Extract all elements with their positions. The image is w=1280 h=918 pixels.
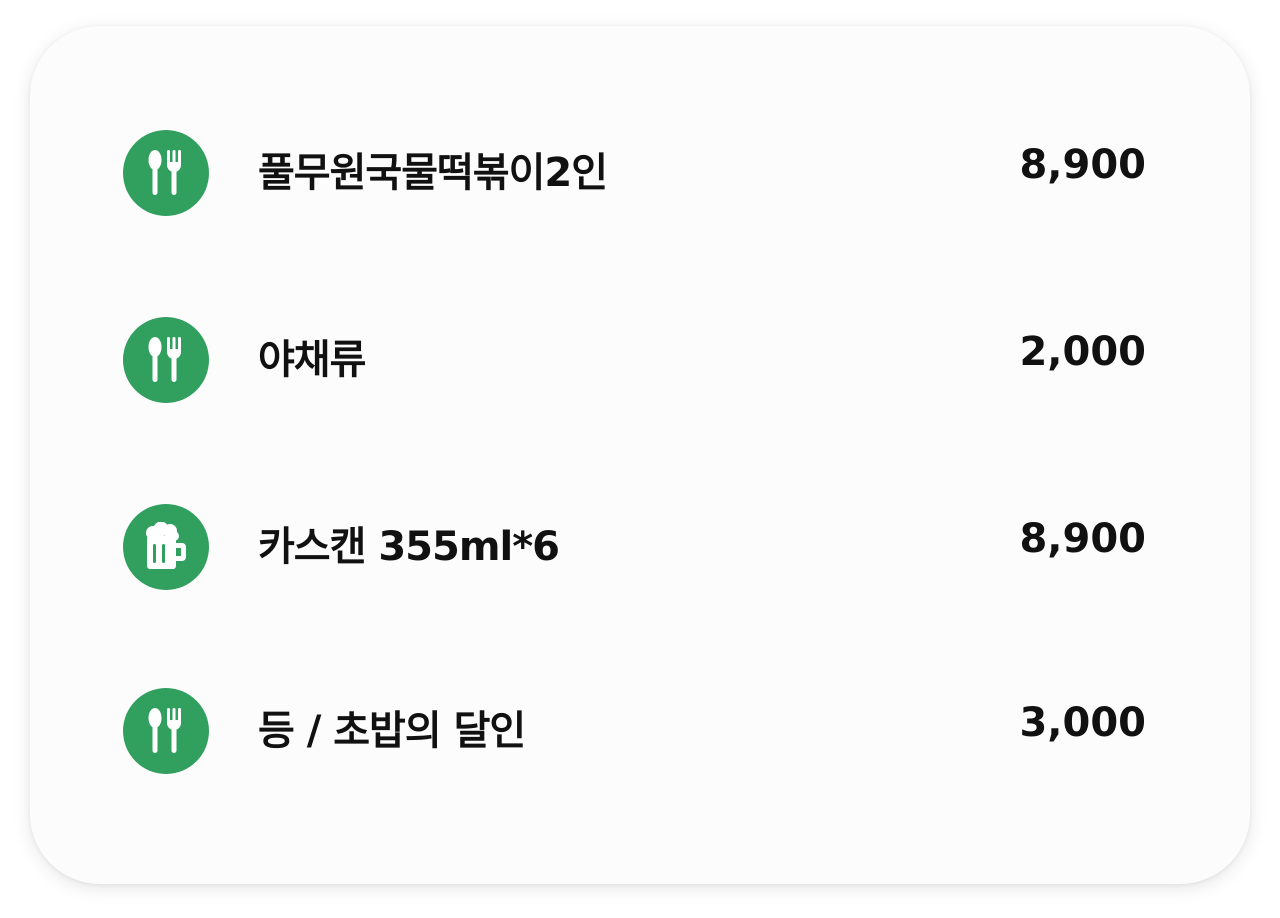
item-price: 3,000	[1019, 700, 1146, 746]
list-item[interactable]: 풀무원국물떡볶이2인 8,900	[30, 130, 1250, 216]
item-name: 등 / 초밥의 달인	[258, 708, 526, 754]
utensils-icon	[123, 130, 209, 216]
item-name: 카스캔 355ml*6	[258, 524, 560, 570]
item-name: 야채류	[258, 337, 366, 383]
utensils-icon	[123, 688, 209, 774]
list-item[interactable]: 야채류 2,000	[30, 317, 1250, 403]
utensils-icon	[123, 317, 209, 403]
item-name: 풀무원국물떡볶이2인	[258, 150, 608, 196]
item-list: 풀무원국물떡볶이2인 8,900 야채류 2,000	[30, 26, 1250, 884]
item-price: 8,900	[1019, 516, 1146, 562]
list-item[interactable]: 카스캔 355ml*6 8,900	[30, 504, 1250, 590]
beer-mug-icon	[123, 504, 209, 590]
item-price: 2,000	[1019, 329, 1146, 375]
item-price: 8,900	[1019, 142, 1146, 188]
list-item[interactable]: 등 / 초밥의 달인 3,000	[30, 688, 1250, 774]
receipt-card: 풀무원국물떡볶이2인 8,900 야채류 2,000	[30, 26, 1250, 884]
